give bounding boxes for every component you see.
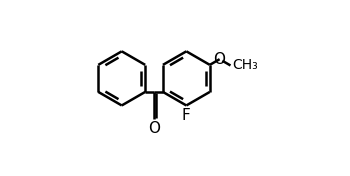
Text: O: O [214,52,226,67]
Text: O: O [148,121,160,136]
Text: F: F [182,108,191,122]
Text: CH₃: CH₃ [232,58,258,73]
